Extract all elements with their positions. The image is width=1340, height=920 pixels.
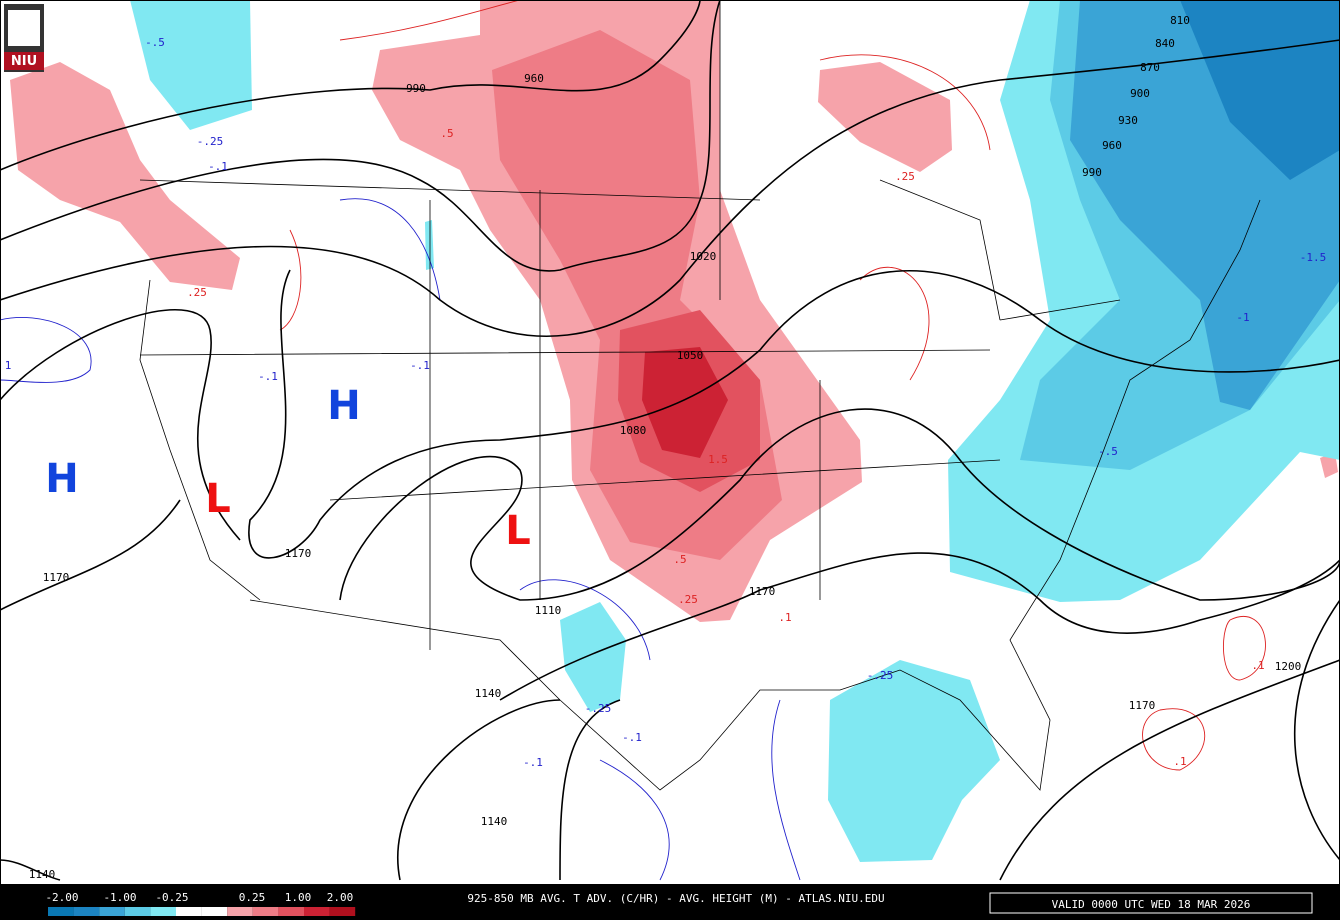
advection-label: -.1 [622,731,642,744]
height-label: 1170 [749,585,776,598]
pressure-system: H [327,383,360,429]
height-label: 1170 [43,571,70,584]
legend-swatch [124,907,151,916]
legend-swatch [252,907,279,916]
advection-label: 1.5 [708,453,728,466]
height-label: 990 [1082,166,1102,179]
height-label: 870 [1140,61,1160,74]
advection-label: .25 [895,170,915,183]
advection-label: .1 [778,611,791,624]
legend-label: -2.00 [45,891,78,904]
logo-band [4,52,44,70]
height-contours [0,0,1340,881]
pressure-system: L [505,508,531,554]
height-label: 1110 [535,604,562,617]
legend-swatch [329,907,356,916]
legend-swatch [99,907,125,916]
legend-swatch [176,907,202,916]
map-title: 925-850 MB AVG. T ADV. (C/HR) - AVG. HEI… [467,892,884,905]
advection-label: -1 [1236,311,1249,324]
advection-label: -.5 [1098,445,1118,458]
advection-label: .1 [1251,659,1264,672]
warm-advection [10,0,1338,622]
cold-advection [130,0,1340,862]
height-label: 1200 [1275,660,1302,673]
pressure-system: H [45,456,78,502]
advection-label: .25 [678,593,698,606]
advection-label: -.25 [197,135,224,148]
advection-label: 1 [5,359,12,372]
height-label: 1050 [677,349,704,362]
logo-text: NIU [11,54,37,69]
legend: -2.00 -1.00 -0.25 0.25 1.00 2.00 [45,891,356,916]
legend-swatch [278,907,304,916]
height-label: 960 [1102,139,1122,152]
advection-label: -.25 [585,702,612,715]
advection-label: -.1 [410,359,430,372]
height-label: 1140 [475,687,502,700]
advection-label: -.25 [867,669,894,682]
advection-label: -1.5 [1300,251,1327,264]
legend-label: 2.00 [327,891,354,904]
logo: NIU [4,4,44,72]
height-label: 1170 [285,547,312,560]
borders [139,0,1261,791]
logo-building [8,10,40,46]
advection-label: -.5 [145,36,165,49]
legend-swatch [201,907,228,916]
legend-label: 0.25 [239,891,266,904]
advection-label: .5 [673,553,686,566]
height-label: 1020 [690,250,717,263]
height-label: 960 [524,72,544,85]
height-label: 810 [1170,14,1190,27]
legend-swatch [73,907,100,916]
labels: HHLL990960102010501080111011701140117011… [5,14,1327,881]
legend-swatch [150,907,176,916]
height-label: 990 [406,82,426,95]
pressure-system: L [205,476,231,522]
height-label: 1080 [620,424,647,437]
height-label: 840 [1155,37,1175,50]
height-label: 1140 [481,815,508,828]
advection-contours [0,0,1266,881]
height-label: 1140 [29,868,56,881]
advection-label: -.1 [258,370,278,383]
height-label: 1170 [1129,699,1156,712]
advection-label: .5 [440,127,453,140]
legend-swatch [48,907,74,916]
advection-label: .25 [187,286,207,299]
valid-box [989,892,1313,914]
height-label: 900 [1130,87,1150,100]
legend-swatch [227,907,253,916]
advection-label: -.1 [523,756,543,769]
advection-label: .1 [1173,755,1186,768]
height-label: 930 [1118,114,1138,127]
legend-swatch [304,907,330,916]
legend-label: 1.00 [285,891,312,904]
advection-label: -.1 [208,160,228,173]
legend-label: -1.00 [103,891,136,904]
valid-time: VALID 0000 UTC WED 18 MAR 2026 [1052,898,1251,911]
legend-label: -0.25 [155,891,188,904]
